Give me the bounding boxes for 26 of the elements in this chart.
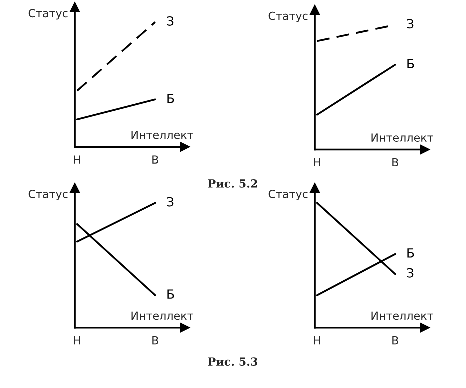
text: Рис. 5.2 [208, 180, 258, 188]
x-tick-label: В [392, 336, 398, 345]
x-axis-title: Интеллект [372, 312, 434, 320]
x-tick-label: В [392, 158, 398, 167]
y-axis-title: Статус [268, 190, 308, 201]
text: Рис. 5.3 [208, 358, 258, 366]
series-label: Б [408, 248, 414, 258]
x-tick-label: Н [314, 158, 320, 167]
x-tick-label: В [152, 336, 158, 345]
x-axis-title: Интеллект [132, 312, 194, 320]
series-label: З [407, 268, 414, 278]
series-label: Б [168, 290, 174, 299]
x-axis-title: Интеллект [372, 134, 434, 142]
series-label: Б [168, 94, 174, 104]
y-axis-title: Статус [28, 9, 68, 20]
x-tick-label: Н [74, 156, 80, 164]
series-label: З [167, 197, 174, 207]
y-axis-title: Статус [28, 190, 68, 201]
series-label: З [167, 16, 174, 26]
x-tick-label: Н [314, 336, 320, 345]
y-axis-title: Статус [268, 12, 308, 22]
x-tick-label: В [152, 156, 158, 164]
series-label: Б [408, 59, 414, 68]
x-tick-label: Н [74, 336, 80, 345]
series-label: З [407, 19, 414, 29]
x-axis-title: Интеллект [132, 131, 194, 140]
